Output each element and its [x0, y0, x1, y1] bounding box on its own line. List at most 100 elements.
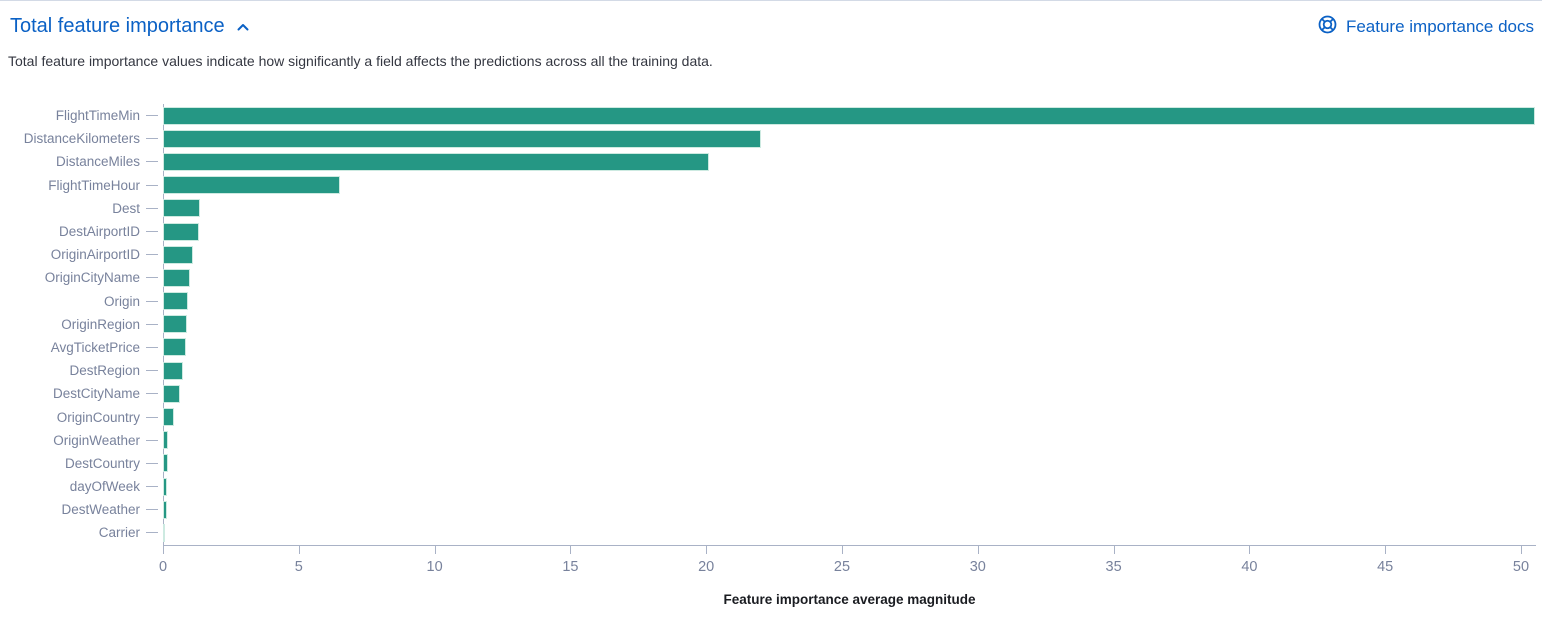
x-axis-tick [842, 545, 843, 554]
y-axis-tick [146, 207, 158, 209]
y-axis-label: DistanceKilometers [23, 131, 140, 147]
bar-row: Origin [0, 290, 1542, 313]
x-axis-tick [1249, 545, 1251, 554]
panel-header: Total feature importance Feature importa… [10, 14, 1534, 40]
bar-track [163, 222, 1542, 241]
y-axis-tick [146, 277, 158, 279]
x-axis-tick [706, 545, 708, 554]
bar-row: DistanceKilometers [0, 127, 1542, 150]
bar[interactable] [163, 361, 183, 380]
bar-track [163, 384, 1542, 403]
x-axis-tick [570, 545, 572, 554]
y-axis-tick [146, 346, 158, 348]
chevron-up-icon[interactable] [235, 19, 251, 35]
bar[interactable] [163, 199, 200, 218]
y-axis-tick [146, 231, 158, 233]
x-axis-tick-label: 45 [1377, 559, 1394, 575]
y-axis-tick [146, 184, 158, 186]
bar[interactable] [163, 500, 167, 519]
bar[interactable] [163, 152, 709, 171]
docs-link-label[interactable]: Feature importance docs [1345, 17, 1534, 36]
bar[interactable] [163, 268, 191, 287]
y-axis-label: Dest [112, 200, 140, 216]
bar-track [163, 477, 1542, 496]
bar[interactable] [163, 129, 761, 148]
x-axis-tick-label: 30 [969, 559, 986, 575]
bar-track [163, 129, 1542, 148]
bar[interactable] [163, 454, 168, 473]
y-axis-tick [146, 138, 158, 140]
bar-track [163, 106, 1542, 125]
bar-track [163, 361, 1542, 380]
x-axis-tick-label: 20 [698, 559, 715, 575]
bar-rows: FlightTimeMin DistanceKilometers DistanceM… [0, 104, 1542, 545]
bar-track [163, 431, 1542, 450]
page-title[interactable]: Total feature importance [10, 15, 225, 37]
y-axis-tick [146, 462, 158, 464]
bar[interactable] [163, 222, 199, 241]
y-axis-label: DestCountry [64, 455, 140, 471]
x-axis-tick-label: 25 [833, 559, 851, 575]
bar-row: FlightTimeMin [0, 104, 1542, 127]
bar-row: OriginWeather [0, 429, 1542, 452]
feature-importance-bar-chart: FlightTimeMin DistanceKilometers DistanceM… [0, 104, 1542, 614]
bar[interactable] [163, 477, 168, 496]
x-axis-tick [434, 545, 436, 554]
bar-track [163, 152, 1542, 171]
bar-row: OriginCityName [0, 266, 1542, 289]
y-axis-tick [146, 115, 158, 117]
x-axis-tick-label: 5 [294, 559, 303, 575]
x-axis-tick [1113, 545, 1115, 554]
x-axis-tick-label: 0 [158, 559, 168, 575]
y-axis-tick [146, 300, 158, 302]
bar-track [163, 500, 1542, 519]
bar[interactable] [163, 338, 186, 357]
y-axis-tick [146, 486, 158, 488]
bar-track [163, 315, 1542, 334]
bar[interactable] [163, 245, 193, 264]
bar-row: DestAirportID [0, 220, 1542, 243]
bar[interactable] [163, 106, 1535, 125]
y-axis-tick [146, 416, 158, 418]
accordion-toggle[interactable]: Total feature importance [10, 14, 251, 39]
bar-track [163, 176, 1542, 195]
y-axis-label: OriginCityName [44, 270, 140, 286]
bar-row: AvgTicketPrice [0, 336, 1542, 359]
x-axis-tick [163, 545, 164, 554]
x-axis-tick-label: 40 [1241, 559, 1258, 575]
x-axis-title: Feature importance average magnitude [723, 592, 976, 607]
bar[interactable] [163, 176, 340, 195]
bar-row: DestCityName [0, 382, 1542, 405]
bar[interactable] [163, 384, 180, 403]
y-axis-label: Carrier [98, 525, 140, 541]
y-axis-label: OriginAirportID [50, 247, 140, 263]
bar[interactable] [163, 408, 174, 427]
x-axis-tick-label: 15 [562, 559, 579, 575]
y-axis-label: DestCityName [52, 386, 140, 402]
bar-row: OriginRegion [0, 313, 1542, 336]
x-axis-tick [1521, 545, 1522, 554]
y-axis-tick [146, 370, 158, 372]
x-axis-tick [977, 545, 979, 554]
bar[interactable] [163, 315, 187, 334]
bar[interactable] [163, 523, 165, 542]
bar-track [163, 338, 1542, 357]
y-axis-label: OriginWeather [53, 432, 140, 448]
x-axis-tick [1385, 545, 1387, 554]
bar[interactable] [163, 292, 189, 311]
bar-row: DestRegion [0, 359, 1542, 382]
y-axis-tick [146, 323, 158, 325]
bar-track [163, 199, 1542, 218]
bar-row: DistanceMiles [0, 150, 1542, 173]
y-axis-label: DestRegion [69, 363, 140, 379]
y-axis-tick [146, 161, 158, 163]
x-axis-tick-label: 35 [1105, 559, 1122, 575]
feature-importance-docs-link[interactable]: Feature importance docs [1317, 14, 1534, 40]
y-axis-label: DestWeather [61, 502, 140, 518]
bar-track [163, 408, 1542, 427]
bar[interactable] [163, 431, 168, 450]
bar-track [163, 292, 1542, 311]
y-axis-label: DistanceMiles [55, 154, 140, 170]
y-axis-label: OriginCountry [56, 409, 140, 425]
